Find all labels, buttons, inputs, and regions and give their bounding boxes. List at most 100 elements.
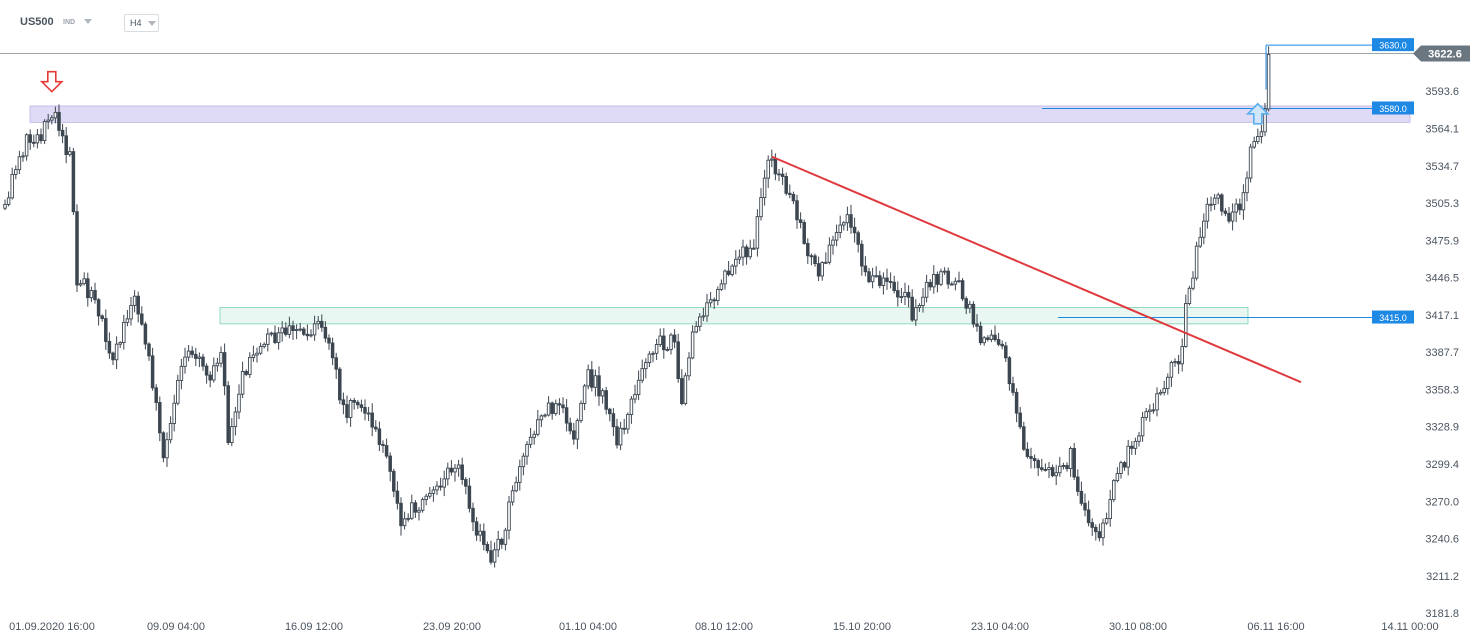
y-tick-label: 3358.3 [1425, 384, 1459, 396]
candle-up [276, 332, 281, 343]
candle-down [1130, 445, 1134, 449]
candle-up [924, 281, 929, 298]
candle-up [287, 325, 292, 335]
candle-up [870, 275, 875, 283]
candle-down [1094, 526, 1098, 533]
candle-up [50, 117, 54, 121]
candle-down [1076, 476, 1080, 492]
x-tick-label: 08.10 12:00 [695, 621, 753, 633]
candle-up [183, 356, 187, 367]
candle-up [10, 173, 14, 199]
candle-down [806, 242, 810, 257]
candle-down [374, 426, 378, 430]
candle-up [586, 369, 590, 387]
candle-up [626, 414, 630, 430]
y-tick-label: 3417.1 [1425, 310, 1459, 322]
candle-up [410, 502, 414, 519]
candle-up [1212, 197, 1217, 205]
candle-up [420, 499, 425, 511]
candle-down [143, 323, 148, 345]
candle-down [352, 400, 356, 403]
candle-down [1122, 462, 1127, 468]
candle-down [370, 412, 374, 428]
candle-down [150, 355, 155, 389]
candle-up [1126, 445, 1130, 468]
candle-down [996, 339, 1001, 345]
candle-up [46, 119, 50, 123]
candle-up [633, 394, 637, 400]
candle-up [168, 423, 173, 441]
chart-toolbar: US500 IND H4 [0, 0, 1482, 44]
candle-up [593, 375, 598, 388]
candle-up [453, 467, 457, 473]
candle-down [273, 332, 277, 343]
candle-down [888, 280, 893, 283]
candle-up [1230, 211, 1235, 222]
candle-up [525, 443, 529, 457]
candle-up [266, 333, 270, 345]
candle-down [878, 275, 882, 286]
candle-up [230, 426, 234, 443]
candle-up [114, 343, 119, 361]
candle-up [212, 365, 216, 381]
candle-up [132, 295, 137, 306]
x-tick-label: 14.11 00:00 [1381, 621, 1438, 633]
candle-up [507, 501, 511, 531]
candle-down [1032, 457, 1037, 461]
candle-up [1216, 194, 1220, 199]
candle-up [1151, 409, 1156, 412]
candle-down [960, 280, 965, 300]
candle-up [1047, 467, 1051, 471]
x-tick-label: 01.09.2020 16:00 [9, 621, 95, 633]
candle-up [269, 332, 274, 335]
candle-up [752, 247, 756, 250]
candle-down [482, 530, 486, 545]
candle-down [860, 243, 864, 267]
candle-down [341, 399, 346, 406]
y-tick-label: 3593.6 [1425, 86, 1459, 98]
candle-down [550, 402, 554, 414]
candle-down [305, 333, 310, 337]
candle-up [716, 288, 720, 302]
candle-down [946, 270, 950, 285]
candle-down [568, 422, 572, 432]
symbol-label[interactable]: US500 [20, 16, 54, 28]
timeframe-selector[interactable]: H4 [124, 14, 159, 32]
y-tick-label: 3475.9 [1425, 235, 1459, 247]
candle-up [248, 357, 252, 375]
candle-up [1104, 518, 1109, 524]
candle-up [417, 509, 421, 513]
candle-up [1205, 203, 1210, 222]
candle-up [197, 356, 202, 359]
candle-down [334, 357, 338, 370]
candle-down [950, 283, 954, 286]
price-axis: 3593.6 3564.1 3534.7 3505.3 3475.9 3446.5 3417… [1372, 38, 1470, 620]
candle-up [1169, 361, 1174, 378]
current-price-tag [1413, 45, 1470, 62]
symbol-dropdown-chevron-icon[interactable] [84, 19, 92, 24]
candle-up [312, 323, 317, 336]
y-tick-label: 3270.0 [1425, 496, 1459, 508]
candle-down [849, 214, 853, 228]
x-tick-label: 23.10 04:00 [971, 621, 1029, 633]
candle-down [1083, 502, 1087, 511]
candle-down [413, 502, 418, 513]
candle-down [1227, 212, 1231, 222]
candle-down [104, 318, 108, 342]
candle-down [1065, 465, 1069, 470]
candle-down [971, 303, 976, 325]
candle-up [176, 379, 180, 404]
trendline-layer [771, 155, 1302, 384]
x-tick-label: 23.09 20:00 [423, 621, 481, 633]
candle-down [464, 479, 468, 487]
candle-down [384, 445, 389, 457]
candle-down [64, 135, 68, 155]
candle-up [698, 316, 702, 327]
candle-down [1004, 345, 1008, 359]
candle-down [1036, 460, 1040, 469]
candle-up [478, 530, 482, 536]
candle-down [28, 134, 32, 143]
candle-up [636, 379, 641, 396]
candle-up [431, 489, 436, 494]
